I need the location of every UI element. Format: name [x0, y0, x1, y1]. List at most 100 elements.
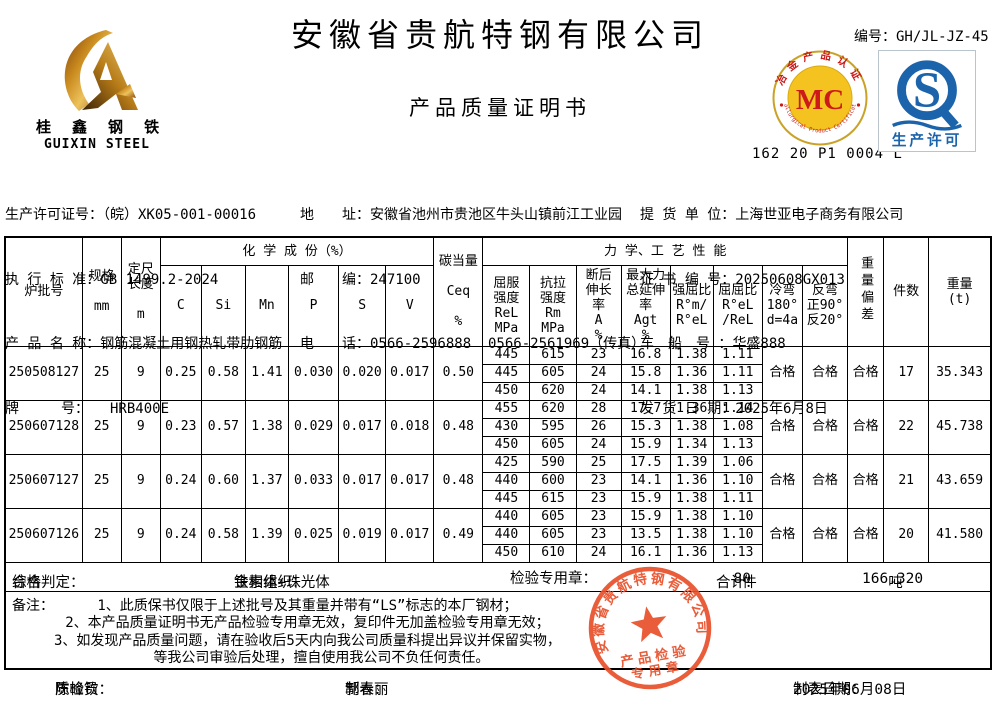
info-value: 上海世亚电子商务有限公司 — [735, 207, 904, 223]
mc-certificate-code: 162 20 P1 0004 L — [752, 146, 903, 162]
header-spec: 规格 mm — [81, 236, 122, 347]
header-length: 定尺 长度 m — [120, 236, 161, 347]
rel-rel-ratio-value: 1.10 — [712, 471, 763, 491]
pieces-cell: 17 — [883, 345, 930, 401]
info-label: 提 货 单 位： — [640, 207, 736, 223]
header-chemical-group: 化 学 成 份（%） — [159, 236, 435, 266]
rel-value: 455 — [482, 399, 531, 419]
ceq-cell: 0.50 — [433, 345, 484, 401]
rm-rel-ratio-value: 1.38 — [669, 507, 714, 527]
summary-row: 综合判定： 合格 金相组织： 铁素体+珠光体 检验专用章： 合计： 80 件 166… — [4, 561, 992, 592]
elongation-value: 23 — [575, 507, 622, 527]
reverse-bend-result-cell: 合格 — [801, 507, 849, 563]
guixin-logo: 桂 鑫 钢 铁 GUIXIN STEEL — [36, 28, 159, 152]
elongation-value: 24 — [575, 435, 622, 455]
mc-certification-badge: 冶金产品认证 Metallurgical Product Certificati… — [772, 50, 868, 146]
rel-rel-ratio-value: 1.11 — [712, 489, 763, 509]
agt-value: 17.5 — [620, 453, 671, 473]
batch-number-cell: 250508127 — [4, 345, 83, 401]
agt-value: 14.1 — [620, 381, 671, 401]
ceq-cell: 0.48 — [433, 399, 484, 455]
length-cell: 9 — [120, 345, 161, 401]
header-v: V — [385, 264, 435, 347]
v-value: 0.017 — [385, 345, 435, 401]
header-mn: Mn — [244, 264, 289, 347]
rel-rel-ratio-value: 1.13 — [712, 381, 763, 401]
sq-production-license-badge: S 生产许可 — [878, 50, 976, 152]
v-value: 0.017 — [385, 507, 435, 563]
p-value: 0.033 — [287, 453, 340, 509]
guixin-logo-icon — [64, 30, 138, 111]
header-c: C — [159, 264, 202, 347]
rm-rel-ratio-value: 1.36 — [669, 363, 714, 383]
rel-rel-ratio-value: 1.13 — [712, 543, 763, 563]
rm-rel-ratio-value: 1.39 — [669, 453, 714, 473]
elongation-value: 26 — [575, 417, 622, 437]
header-si: Si — [200, 264, 246, 347]
rm-value: 620 — [529, 399, 577, 419]
elongation-value: 24 — [575, 363, 622, 383]
table-subrow: 450 620 24 14.1 1.38 1.13 — [5, 381, 991, 401]
info-line: 地 址：安徽省池州市贵池区牛头山镇前江工业园 — [300, 205, 645, 227]
table-subrow: 445 615 23 15.9 1.38 1.11 — [5, 489, 991, 509]
agt-value: 15.9 — [620, 489, 671, 509]
rm-value: 590 — [529, 453, 577, 473]
reverse-bend-result-cell: 合格 — [801, 453, 849, 509]
rel-rel-ratio-value: 1.10 — [712, 525, 763, 545]
rel-rel-ratio-value: 1.10 — [712, 507, 763, 527]
weight-cell: 35.343 — [928, 345, 992, 401]
total-weight: 166.320 吨 — [862, 571, 924, 591]
agt-value: 15.9 — [620, 507, 671, 527]
c-value: 0.23 — [159, 399, 202, 455]
info-label: 生产许可证号： — [5, 207, 103, 223]
table-subrow: 250508127 25 9 0.25 0.58 1.41 0.030 0.020 0.017 0… — [4, 345, 992, 401]
header-weight: 重量 (t) — [928, 236, 992, 347]
rel-value: 440 — [482, 471, 531, 491]
agt-value: 17.7 — [620, 399, 671, 419]
info-line: 生产许可证号：（皖）XK05-001-00016 — [5, 205, 282, 227]
rm-value: 595 — [529, 417, 577, 437]
elongation-value: 23 — [575, 489, 622, 509]
spec-cell: 25 — [81, 507, 122, 563]
agt-value: 15.8 — [620, 363, 671, 383]
elongation-value: 23 — [575, 471, 622, 491]
header-elongation: 断后 伸长 率 A % — [575, 264, 622, 347]
si-value: 0.58 — [200, 345, 246, 401]
info-value: （皖）XK05-001-00016 — [103, 207, 257, 223]
table-subrow: 440 600 23 14.1 1.36 1.10 — [5, 471, 991, 491]
header-ceq: 碳当量 Ceq % — [433, 236, 484, 347]
header-s: S — [338, 264, 387, 347]
v-value: 0.017 — [385, 453, 435, 509]
spec-cell: 25 — [81, 453, 122, 509]
table-subrow: 250607127 25 9 0.24 0.60 1.37 0.033 0.017 0.017 0… — [4, 453, 992, 509]
header-p: P — [287, 264, 340, 347]
spec-cell: 25 — [81, 345, 122, 401]
p-value: 0.029 — [287, 399, 340, 455]
agt-value: 15.3 — [620, 417, 671, 437]
rm-rel-ratio-value: 1.34 — [669, 435, 714, 455]
rm-value: 620 — [529, 381, 577, 401]
sq-badge-caption: 生产许可 — [892, 131, 963, 149]
header-batch: 炉批号 — [4, 236, 83, 347]
rm-value: 605 — [529, 363, 577, 383]
weight-cell: 41.580 — [928, 507, 992, 563]
rel-value: 450 — [482, 381, 531, 401]
rm-rel-ratio-value: 1.36 — [669, 543, 714, 563]
document-title: 产品质量证明书 — [409, 96, 591, 120]
rm-rel-ratio-value: 1.38 — [669, 381, 714, 401]
agt-value: 14.1 — [620, 471, 671, 491]
rel-rel-ratio-value: 1.08 — [712, 417, 763, 437]
notes-text: 1、此质保书仅限于上述批号及其重量并带有“LS”标志的本厂钢材； 2、本产品质量… — [54, 598, 561, 668]
elongation-value: 25 — [575, 453, 622, 473]
rel-rel-ratio-value: 1.11 — [712, 345, 763, 365]
rm-value: 600 — [529, 471, 577, 491]
rm-rel-ratio-value: 1.36 — [669, 471, 714, 491]
spec-cell: 25 — [81, 399, 122, 455]
cold-bend-result-cell: 合格 — [761, 399, 803, 455]
rm-value: 605 — [529, 525, 577, 545]
rel-value: 430 — [482, 417, 531, 437]
rm-value: 605 — [529, 507, 577, 527]
note-line: 3、如发现产品质量问题，请在验收后5天内向我公司质量科提出异议并保留实物， — [54, 632, 561, 649]
cold-bend-result-cell: 合格 — [761, 345, 803, 401]
